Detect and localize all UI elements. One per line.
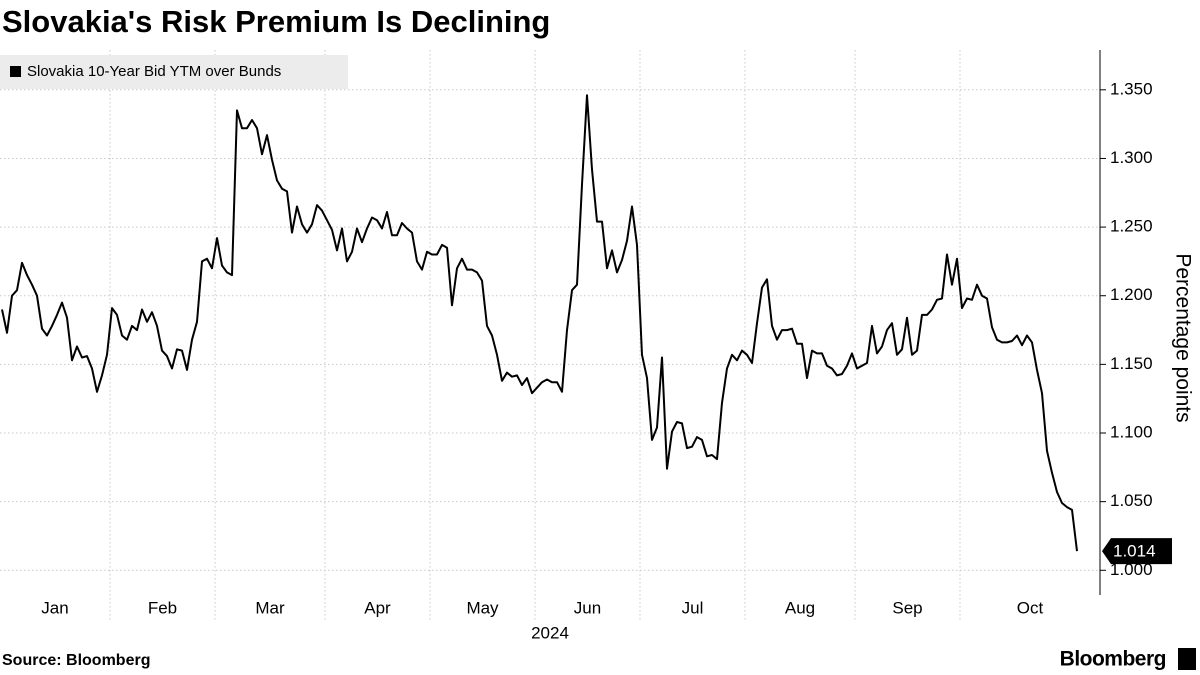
y-tick-label: 1.050: [1110, 491, 1153, 510]
y-tick-label: 1.350: [1110, 79, 1153, 98]
x-tick-label: Jul: [682, 598, 704, 617]
x-tick-label: May: [466, 598, 499, 617]
x-tick-label: Sep: [892, 598, 922, 617]
y-axis-label: Percentage points: [1171, 253, 1194, 422]
legend-swatch: [10, 66, 21, 77]
y-tick-label: 1.000: [1110, 560, 1153, 579]
y-tick-label: 1.300: [1110, 148, 1153, 167]
brand-logo: Bloomberg: [1060, 648, 1166, 671]
last-value-label: 1.014: [1113, 542, 1156, 561]
brand-icon: [1178, 648, 1196, 670]
x-tick-label: Jan: [41, 598, 68, 617]
y-tick-label: 1.200: [1110, 285, 1153, 304]
x-tick-label: Feb: [148, 598, 177, 617]
legend-label: Slovakia 10-Year Bid YTM over Bunds: [27, 63, 281, 80]
x-tick-label: Aug: [785, 598, 815, 617]
x-tick-label: Jun: [574, 598, 601, 617]
source: Source: Bloomberg: [2, 652, 150, 669]
y-tick-label: 1.250: [1110, 217, 1153, 236]
x-tick-label: Oct: [1017, 598, 1044, 617]
x-axis-label: 2024: [531, 623, 569, 642]
line-series: [1, 94, 1078, 552]
x-tick-label: Apr: [364, 598, 391, 617]
chart-title: Slovakia's Risk Premium Is Declining: [2, 4, 550, 39]
legend-box: [0, 55, 348, 89]
y-tick-label: 1.150: [1110, 354, 1153, 373]
y-tick-label: 1.100: [1110, 422, 1153, 441]
last-value-tag: [1102, 538, 1172, 565]
x-tick-label: Mar: [255, 598, 285, 617]
